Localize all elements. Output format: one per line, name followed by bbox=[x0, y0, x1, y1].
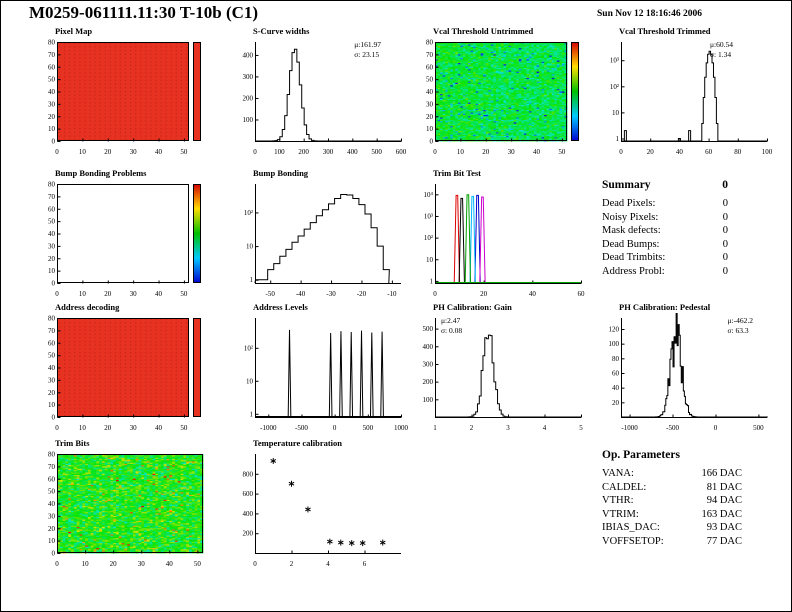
panel-title: Vcal Threshold Untrimmed bbox=[433, 26, 534, 36]
panel-title: S-Curve widths bbox=[253, 26, 310, 36]
op-parameter-value: 77 DAC bbox=[706, 535, 742, 547]
panel-title: Address decoding bbox=[55, 302, 120, 312]
stats-sigma: σ: 1.34 bbox=[710, 49, 732, 59]
panel-bump-bonding: Bump Bonding bbox=[227, 167, 409, 299]
panel-trim-bit-test: Trim Bit Test bbox=[407, 167, 589, 299]
panel-title: Trim Bit Test bbox=[433, 168, 482, 178]
op-parameter-label: CALDEL: bbox=[602, 481, 647, 493]
timestamp: Sun Nov 12 18:16:46 2006 bbox=[597, 9, 703, 19]
vcal-untrimmed-heatmap bbox=[407, 37, 589, 155]
page-title: M0259-061111.11:30 T-10b (C1) bbox=[29, 3, 259, 22]
summary-row: Dead Pixels: 0 bbox=[602, 197, 728, 211]
summary-row-value: 0 bbox=[722, 225, 728, 236]
bump-bonding-problems-heatmap bbox=[29, 179, 211, 297]
panel-vcal-threshold-untrimmed: Vcal Threshold Untrimmed bbox=[407, 25, 589, 157]
op-parameter-value: 81 DAC bbox=[706, 481, 742, 493]
panel-temperature-calibration: Temperature calibration bbox=[227, 437, 409, 569]
summary-row-label: Mask defects: bbox=[602, 225, 661, 236]
panel-vcal-threshold-trimmed: Vcal Threshold Trimmed μ:60.54 σ: 1.34 bbox=[593, 25, 775, 157]
op-parameter-label: IBIAS_DAC: bbox=[602, 522, 660, 533]
summary-row-value: 0 bbox=[722, 265, 728, 277]
stats-mu: μ:2.47 bbox=[441, 316, 461, 325]
vcal-trimmed-histogram bbox=[593, 37, 775, 155]
op-parameter-label: VTHR: bbox=[602, 495, 634, 506]
panel-pixel-map: Pixel Map bbox=[29, 25, 211, 157]
op-parameters-heading: Op. Parameters bbox=[602, 449, 680, 461]
summary-row-value: 0 bbox=[722, 252, 728, 263]
op-parameter-value: 163 DAC bbox=[701, 508, 742, 520]
op-parameter-label: VANA: bbox=[602, 468, 634, 479]
panel-title: PH Calibration: Gain bbox=[433, 302, 512, 312]
summary-row: Address Probl: 0 bbox=[602, 265, 728, 279]
op-parameter-value: 94 DAC bbox=[706, 495, 742, 506]
op-parameter-label: VTRIM: bbox=[602, 508, 639, 520]
stats-sigma: σ: 23.15 bbox=[354, 49, 380, 59]
summary-row: Mask defects: 0 bbox=[602, 224, 728, 238]
stats-mu: μ:60.54 bbox=[710, 40, 733, 49]
summary-block: Summary 0 Dead Pixels: 0 Noisy Pixels: 0… bbox=[602, 179, 728, 278]
trim-bits-heatmap bbox=[29, 449, 211, 567]
op-parameter-label: VOFFSETOP: bbox=[602, 535, 664, 547]
stats-mu: μ:-462.2 bbox=[727, 316, 753, 325]
stats-box: μ:60.54 σ: 1.34 bbox=[710, 40, 733, 59]
panel-address-decoding: Address decoding bbox=[29, 301, 211, 433]
summary-row: Dead Trimbits: 0 bbox=[602, 251, 728, 265]
panel-title: Temperature calibration bbox=[253, 438, 343, 448]
panel-title: PH Calibration: Pedestal bbox=[619, 302, 711, 312]
summary-row-label: Noisy Pixels: bbox=[602, 211, 659, 223]
summary-row-label: Address Probl: bbox=[602, 265, 665, 277]
summary-row: Noisy Pixels: 0 bbox=[602, 211, 728, 225]
op-parameter-value: 166 DAC bbox=[701, 468, 742, 479]
op-parameter-row: IBIAS_DAC: 93 DAC bbox=[602, 521, 742, 535]
panel-ph-calibration-pedestal: PH Calibration: Pedestal μ:-462.2 σ: 63.… bbox=[593, 301, 775, 433]
stats-mu: μ:161.97 bbox=[354, 40, 381, 49]
panel-ph-calibration-gain: PH Calibration: Gain μ:2.47 σ: 0.08 bbox=[407, 301, 589, 433]
panel-title: Pixel Map bbox=[55, 26, 93, 36]
pixel-map-heatmap bbox=[29, 37, 211, 155]
summary-total: 0 bbox=[722, 179, 728, 191]
panel-title: Bump Bonding Problems bbox=[55, 168, 147, 178]
trim-bit-test-histogram bbox=[407, 179, 589, 297]
panel-title: Address Levels bbox=[253, 302, 308, 312]
panel-title: Vcal Threshold Trimmed bbox=[619, 26, 711, 36]
bump-bonding-histogram bbox=[227, 179, 409, 297]
op-parameter-row: VANA: 166 DAC bbox=[602, 467, 742, 481]
op-parameter-row: VOFFSETOP: 77 DAC bbox=[602, 535, 742, 549]
stats-box: μ:2.47 σ: 0.08 bbox=[441, 316, 462, 335]
summary-row-value: 0 bbox=[722, 211, 728, 223]
stats-box: μ:161.97 σ: 23.15 bbox=[354, 40, 381, 59]
op-parameters-block: Op. Parameters VANA: 166 DAC CALDEL: 81 … bbox=[602, 449, 742, 548]
op-parameter-row: VTRIM: 163 DAC bbox=[602, 508, 742, 522]
scurve-widths-histogram bbox=[227, 37, 409, 155]
temperature-calibration-scatter bbox=[227, 449, 409, 567]
summary-row-label: Dead Bumps: bbox=[602, 238, 660, 250]
ph-pedestal-histogram bbox=[593, 313, 775, 431]
address-decoding-heatmap bbox=[29, 313, 211, 431]
panel-bump-bonding-problems: Bump Bonding Problems bbox=[29, 167, 211, 299]
panel-address-levels: Address Levels bbox=[227, 301, 409, 433]
stats-sigma: σ: 0.08 bbox=[441, 325, 463, 335]
address-levels-histogram bbox=[227, 313, 409, 431]
op-parameter-row: VTHR: 94 DAC bbox=[602, 494, 742, 508]
panel-title: Trim Bits bbox=[55, 438, 90, 448]
panel-scurve-widths: S-Curve widths μ:161.97 σ: 23.15 bbox=[227, 25, 409, 157]
panel-title: Bump Bonding bbox=[253, 168, 309, 178]
summary-row-label: Dead Pixels: bbox=[602, 198, 656, 209]
stats-box: μ:-462.2 σ: 63.3 bbox=[728, 316, 753, 335]
summary-heading: Summary bbox=[602, 179, 651, 191]
summary-row-label: Dead Trimbits: bbox=[602, 252, 666, 263]
op-parameter-row: CALDEL: 81 DAC bbox=[602, 481, 742, 495]
summary-row-value: 0 bbox=[722, 198, 728, 209]
panel-trim-bits: Trim Bits bbox=[29, 437, 211, 569]
summary-row: Dead Bumps: 0 bbox=[602, 238, 728, 252]
ph-gain-histogram bbox=[407, 313, 589, 431]
stats-sigma: σ: 63.3 bbox=[727, 325, 749, 335]
summary-row-value: 0 bbox=[722, 238, 728, 250]
op-parameter-value: 93 DAC bbox=[706, 522, 742, 533]
